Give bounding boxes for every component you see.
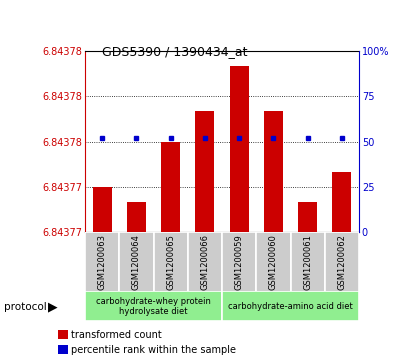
FancyBboxPatch shape	[290, 232, 325, 292]
FancyBboxPatch shape	[325, 232, 359, 292]
FancyBboxPatch shape	[85, 291, 222, 321]
Bar	[230, 66, 249, 232]
Text: GSM1200064: GSM1200064	[132, 234, 141, 290]
Text: GSM1200063: GSM1200063	[98, 234, 107, 290]
FancyBboxPatch shape	[222, 232, 256, 292]
Text: transformed count: transformed count	[71, 330, 162, 340]
Text: ▶: ▶	[48, 300, 57, 313]
FancyBboxPatch shape	[222, 291, 359, 321]
Text: GDS5390 / 1390434_at: GDS5390 / 1390434_at	[102, 45, 247, 58]
Text: GSM1200061: GSM1200061	[303, 234, 312, 290]
Text: protocol: protocol	[4, 302, 47, 312]
Text: carbohydrate-whey protein
hydrolysate diet: carbohydrate-whey protein hydrolysate di…	[96, 297, 211, 316]
Bar	[127, 202, 146, 232]
FancyBboxPatch shape	[188, 232, 222, 292]
Bar	[332, 172, 351, 232]
FancyBboxPatch shape	[256, 232, 290, 292]
FancyBboxPatch shape	[85, 232, 120, 292]
Bar	[195, 111, 214, 232]
FancyBboxPatch shape	[154, 232, 188, 292]
Text: GSM1200060: GSM1200060	[269, 234, 278, 290]
Text: GSM1200065: GSM1200065	[166, 234, 175, 290]
Text: GSM1200062: GSM1200062	[337, 234, 347, 290]
Text: carbohydrate-amino acid diet: carbohydrate-amino acid diet	[228, 302, 353, 311]
Bar	[161, 142, 180, 232]
Bar	[93, 187, 112, 232]
FancyBboxPatch shape	[120, 232, 154, 292]
Bar	[298, 202, 317, 232]
Text: percentile rank within the sample: percentile rank within the sample	[71, 344, 237, 355]
Bar	[264, 111, 283, 232]
Text: GSM1200059: GSM1200059	[234, 234, 244, 290]
Text: GSM1200066: GSM1200066	[200, 234, 210, 290]
